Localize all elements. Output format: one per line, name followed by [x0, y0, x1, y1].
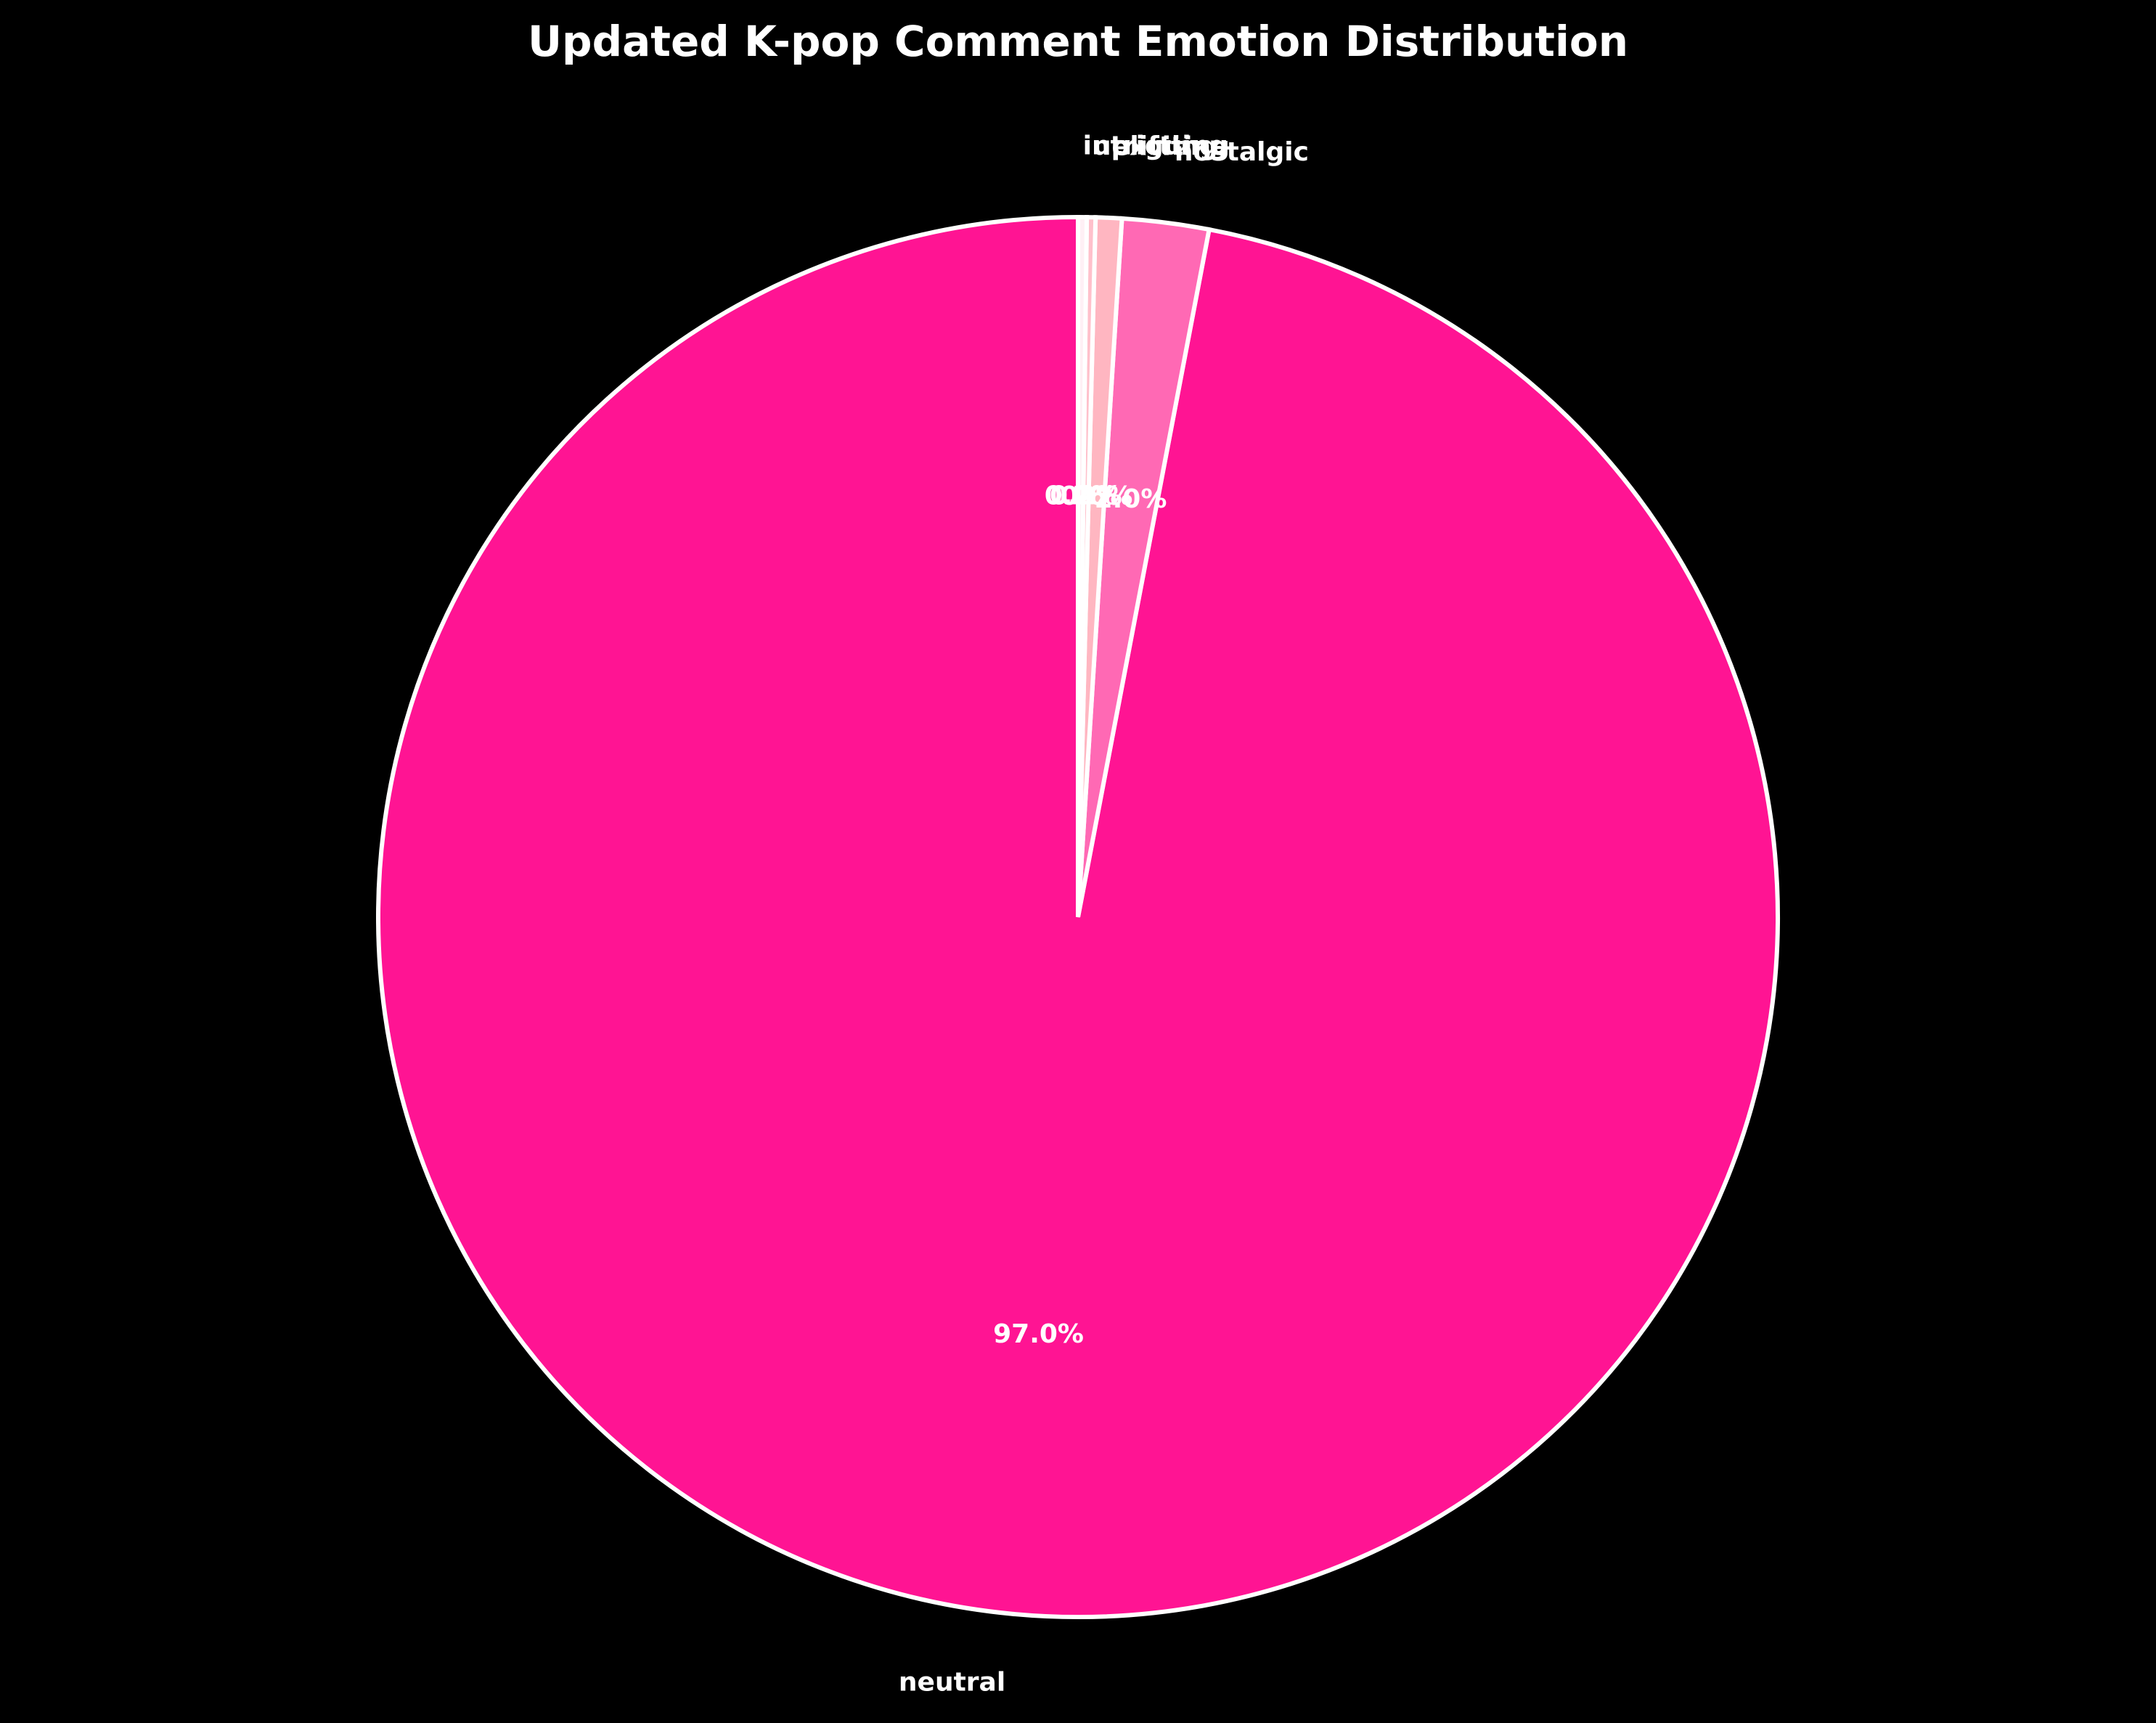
slice-label: neutral [899, 1668, 1005, 1698]
pie-slice [1076, 214, 1090, 918]
value-label: 0.6% [1061, 481, 1133, 511]
slice-label: exciting [1112, 132, 1230, 162]
slice-label: intriguing [1083, 131, 1228, 161]
slice-label: uplifting [1093, 131, 1218, 161]
value-label: 97.0% [993, 1319, 1084, 1349]
value-label: 0.2% [1050, 481, 1122, 511]
chart-title: Updated K-pop Comment Emotion Distributi… [528, 17, 1628, 66]
slice-label: nostalgic [1175, 137, 1309, 167]
value-label: 0.2% [1045, 481, 1117, 511]
value-label: 2.0% [1095, 484, 1167, 514]
